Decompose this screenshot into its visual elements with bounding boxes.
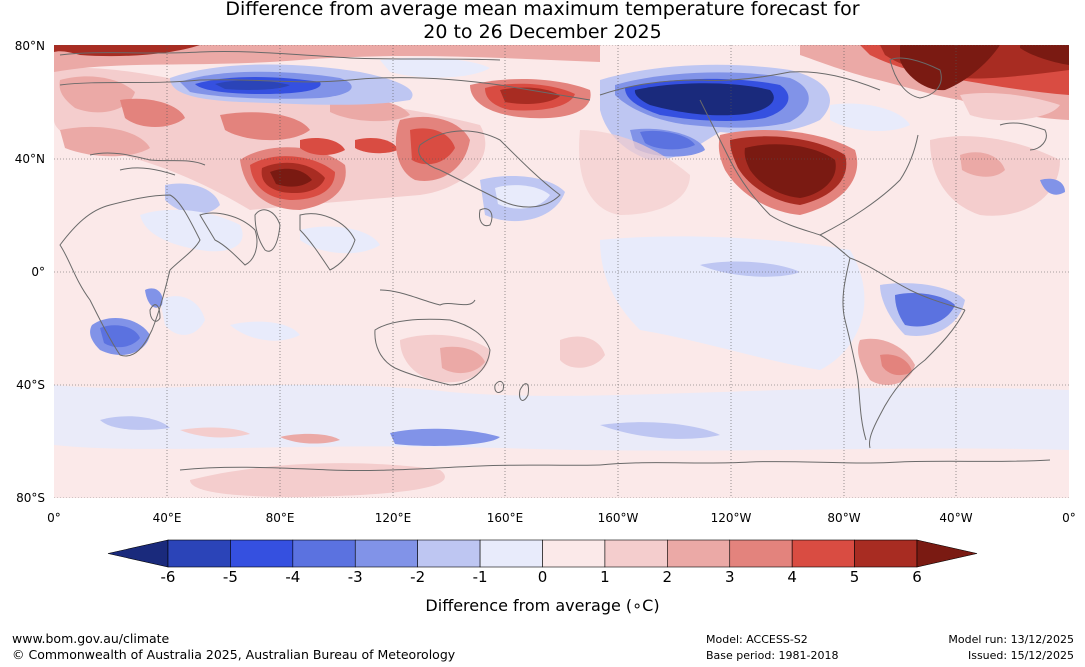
colorbar-tick-label: -6 xyxy=(160,568,176,586)
colorbar-tick-label: 0 xyxy=(537,568,548,586)
colorbar-title: Difference from average (∘C) xyxy=(425,596,660,615)
colorbar-box xyxy=(542,539,606,568)
website-text: www.bom.gov.au/climate xyxy=(12,631,170,646)
lon-label-160e: 160°E xyxy=(486,511,524,525)
lon-label-40e: 40°E xyxy=(152,511,182,525)
lon-label-80e: 80°E xyxy=(265,511,295,525)
colorbar-box xyxy=(479,539,543,568)
colorbar-tick-label: 2 xyxy=(662,568,673,586)
colorbar-extension-low xyxy=(107,539,169,568)
colorbar-tick-label: 5 xyxy=(849,568,860,586)
map-area xyxy=(54,45,1069,498)
issued-text: Issued: 15/12/2025 xyxy=(967,649,1074,662)
lon-label-160w: 160°W xyxy=(597,511,639,525)
colorbar-tick-label: 4 xyxy=(787,568,797,586)
lon-label-120w: 120°W xyxy=(710,511,752,525)
colorbar-box xyxy=(854,539,918,568)
colorbar-box xyxy=(791,539,855,568)
colorbar-extension-high xyxy=(916,539,978,568)
base-period-text: Base period: 1981-2018 xyxy=(706,649,839,662)
colorbar-box xyxy=(604,539,668,568)
colorbar-box xyxy=(354,539,418,568)
chart-title-line2: 20 to 26 December 2025 xyxy=(423,21,662,43)
copyright-text: © Commonwealth of Australia 2025, Austra… xyxy=(12,647,456,662)
lat-label-40s: 40°S xyxy=(16,378,45,392)
lat-label-40n: 40°N xyxy=(14,152,45,166)
colorbar-tick-label: -5 xyxy=(222,568,238,586)
colorbar-box xyxy=(167,539,231,568)
colorbar-box xyxy=(417,539,481,568)
colorbar-tick-label: -2 xyxy=(410,568,426,586)
lat-label-80s: 80°S xyxy=(16,491,45,505)
colorbar-tick-label: -4 xyxy=(285,568,301,586)
colorbar-tick-label: -1 xyxy=(472,568,488,586)
colorbar-box xyxy=(230,539,294,568)
model-text: Model: ACCESS-S2 xyxy=(706,633,808,646)
colorbar-box xyxy=(667,539,731,568)
lon-label-0-left: 0° xyxy=(47,511,61,525)
colorbar-box xyxy=(729,539,793,568)
lat-label-0: 0° xyxy=(31,265,45,279)
colorbar-box xyxy=(292,539,356,568)
coastlines xyxy=(59,51,1051,472)
colorbar-tick-label: 1 xyxy=(600,568,610,586)
colorbar-tick-label: 3 xyxy=(724,568,735,586)
lon-label-120e: 120°E xyxy=(374,511,412,525)
gridlines xyxy=(54,45,1069,498)
chart-title-line1: Difference from average mean maximum tem… xyxy=(225,0,860,20)
lon-label-80w: 80°W xyxy=(827,511,861,525)
lat-label-80n: 80°N xyxy=(14,39,45,53)
colorbar xyxy=(107,539,978,568)
anomaly-field xyxy=(54,45,1069,497)
lon-label-40w: 40°W xyxy=(939,511,973,525)
lon-label-0-right: 0° xyxy=(1062,511,1076,525)
colorbar-tick-label: 6 xyxy=(912,568,922,586)
model-run-text: Model run: 13/12/2025 xyxy=(948,633,1074,646)
colorbar-tick-label: -3 xyxy=(347,568,363,586)
